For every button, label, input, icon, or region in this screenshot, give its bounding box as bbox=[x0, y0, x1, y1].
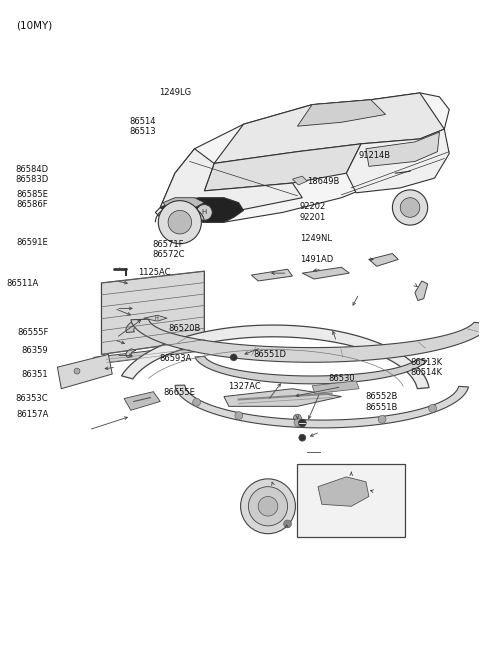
Polygon shape bbox=[224, 388, 341, 406]
Circle shape bbox=[168, 210, 192, 234]
Text: 86157A: 86157A bbox=[16, 409, 48, 419]
Polygon shape bbox=[366, 132, 439, 166]
Polygon shape bbox=[298, 100, 385, 126]
Polygon shape bbox=[312, 381, 359, 394]
Text: 86351: 86351 bbox=[22, 371, 48, 379]
Circle shape bbox=[249, 487, 288, 526]
Text: 86593A: 86593A bbox=[159, 354, 192, 363]
Text: 86572C: 86572C bbox=[152, 250, 184, 259]
Text: 86359: 86359 bbox=[22, 346, 48, 355]
Text: 1125AC: 1125AC bbox=[138, 269, 170, 278]
Text: 86513: 86513 bbox=[129, 127, 156, 136]
Polygon shape bbox=[195, 356, 427, 384]
Text: 18649B: 18649B bbox=[307, 177, 340, 186]
Polygon shape bbox=[144, 315, 167, 321]
Text: 86583D: 86583D bbox=[15, 176, 48, 185]
Text: 86511A: 86511A bbox=[7, 280, 39, 288]
Circle shape bbox=[294, 419, 302, 426]
Text: 1491AD: 1491AD bbox=[300, 255, 333, 264]
Circle shape bbox=[299, 419, 306, 427]
Circle shape bbox=[429, 404, 436, 412]
Text: H: H bbox=[155, 316, 158, 321]
Text: 86514K: 86514K bbox=[410, 368, 443, 377]
Polygon shape bbox=[347, 129, 449, 193]
Text: 92202: 92202 bbox=[300, 202, 326, 212]
Circle shape bbox=[192, 398, 201, 406]
Text: 86513K: 86513K bbox=[410, 358, 443, 367]
Polygon shape bbox=[214, 93, 444, 163]
Polygon shape bbox=[160, 149, 302, 217]
Text: 86591E: 86591E bbox=[17, 238, 48, 248]
Polygon shape bbox=[126, 349, 136, 358]
Text: 86520B: 86520B bbox=[169, 324, 201, 333]
Text: 86655E: 86655E bbox=[164, 388, 195, 398]
Polygon shape bbox=[160, 198, 243, 222]
Polygon shape bbox=[94, 346, 196, 364]
Text: 1249LG: 1249LG bbox=[159, 88, 192, 97]
Polygon shape bbox=[58, 354, 112, 388]
Polygon shape bbox=[175, 385, 468, 428]
Text: 86584D: 86584D bbox=[15, 165, 48, 174]
Text: 86585E: 86585E bbox=[16, 189, 48, 198]
Polygon shape bbox=[302, 267, 349, 279]
Text: (10MY): (10MY) bbox=[16, 20, 52, 30]
Text: H: H bbox=[202, 210, 207, 215]
Circle shape bbox=[74, 368, 80, 374]
Text: 86514: 86514 bbox=[129, 117, 156, 126]
Text: 86551B: 86551B bbox=[366, 403, 398, 411]
Circle shape bbox=[230, 354, 237, 361]
Polygon shape bbox=[369, 253, 398, 267]
Polygon shape bbox=[121, 325, 429, 388]
Circle shape bbox=[240, 479, 295, 534]
Polygon shape bbox=[318, 477, 369, 506]
Polygon shape bbox=[292, 176, 307, 185]
Circle shape bbox=[400, 198, 420, 217]
Polygon shape bbox=[415, 281, 428, 301]
Text: 92201: 92201 bbox=[300, 213, 326, 221]
FancyBboxPatch shape bbox=[298, 464, 405, 536]
Polygon shape bbox=[124, 392, 160, 410]
Text: 86552B: 86552B bbox=[366, 392, 398, 401]
Text: 86555F: 86555F bbox=[17, 328, 48, 337]
Polygon shape bbox=[101, 271, 204, 354]
Text: 86530: 86530 bbox=[328, 374, 355, 383]
Circle shape bbox=[378, 415, 386, 423]
Circle shape bbox=[158, 200, 202, 244]
Circle shape bbox=[258, 496, 278, 516]
Text: 86551D: 86551D bbox=[253, 350, 286, 359]
Text: 1249NL: 1249NL bbox=[300, 234, 332, 244]
Polygon shape bbox=[163, 198, 204, 212]
Circle shape bbox=[235, 412, 243, 419]
Circle shape bbox=[196, 204, 212, 220]
Polygon shape bbox=[252, 269, 292, 281]
Text: 91214B: 91214B bbox=[359, 151, 391, 160]
Text: 86586F: 86586F bbox=[17, 200, 48, 209]
Polygon shape bbox=[126, 322, 139, 333]
Circle shape bbox=[284, 520, 291, 528]
Polygon shape bbox=[156, 93, 449, 222]
Text: 86571F: 86571F bbox=[153, 240, 184, 249]
Polygon shape bbox=[204, 144, 361, 191]
Circle shape bbox=[293, 414, 301, 422]
Circle shape bbox=[299, 434, 306, 441]
Circle shape bbox=[393, 190, 428, 225]
Polygon shape bbox=[131, 319, 480, 362]
Text: 86353C: 86353C bbox=[16, 394, 48, 403]
Text: 1327AC: 1327AC bbox=[228, 382, 261, 391]
